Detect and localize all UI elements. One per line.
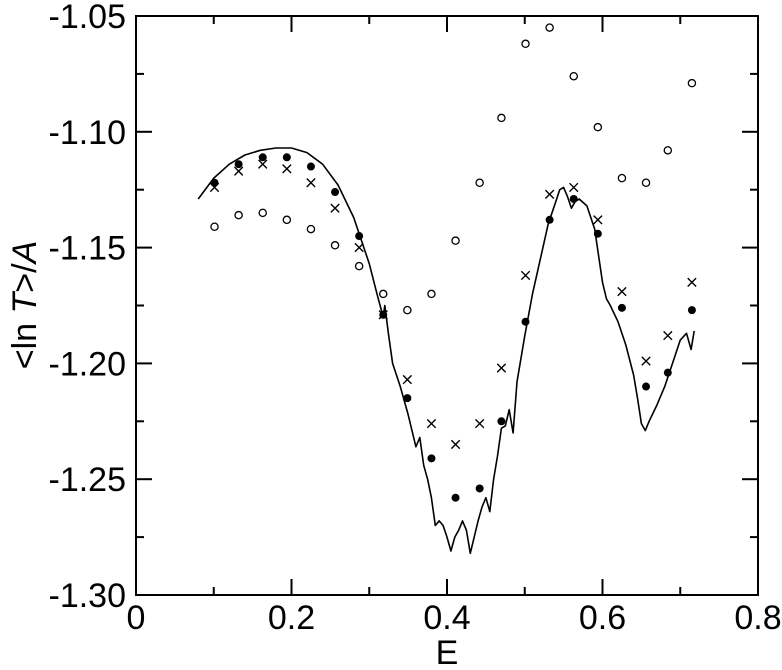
series-open-circle — [210, 23, 697, 315]
x-tick-label: 0 — [127, 599, 146, 637]
data-point-cross — [496, 363, 507, 373]
data-point-open-circle — [497, 113, 506, 123]
data-point-open-circle — [451, 236, 460, 245]
data-point-open-circle — [210, 222, 219, 232]
data-point-filled-circle — [475, 484, 484, 493]
data-point-cross — [569, 182, 579, 193]
y-axis-label: <ln T>/A — [6, 241, 44, 370]
data-point-open-circle — [521, 39, 530, 49]
data-point-open-circle — [234, 210, 243, 220]
data-point-open-circle — [258, 208, 267, 218]
data-point-cross — [378, 310, 388, 320]
data-point-filled-circle — [593, 229, 602, 238]
data-point-filled-circle — [617, 303, 626, 312]
data-point-open-circle — [475, 178, 484, 188]
data-point-filled-circle — [687, 306, 696, 315]
data-point-filled-circle — [521, 317, 530, 326]
data-point-filled-circle — [427, 454, 436, 463]
data-point-cross — [593, 215, 603, 225]
data-point-cross — [209, 182, 220, 193]
data-point-cross — [330, 203, 340, 213]
y-tick-label: -1.25 — [49, 461, 127, 499]
data-point-open-circle — [641, 178, 651, 188]
series-line — [197, 147, 695, 555]
data-point-open-circle — [306, 224, 316, 234]
data-point-cross — [474, 418, 485, 429]
series-line — [197, 147, 695, 555]
y-tick-label: -1.15 — [49, 230, 127, 268]
y-tick-label: -1.05 — [49, 0, 127, 36]
series-cross — [209, 159, 697, 450]
data-point-cross — [354, 242, 364, 253]
data-point-cross — [282, 164, 292, 174]
axis-tick-labels: 0 0.2 0.4 0.6 0.8 -1.30 -1.25 -1.20 -1.15 -1.10 -1… — [49, 0, 782, 637]
data-point-cross — [663, 330, 673, 341]
data-point-filled-circle — [451, 493, 460, 502]
data-point-open-circle — [427, 289, 436, 299]
y-tick-label: -1.30 — [49, 577, 127, 615]
data-point-filled-circle — [403, 394, 412, 403]
data-point-filled-circle — [569, 194, 578, 203]
data-point-filled-circle — [234, 160, 243, 169]
data-point-open-circle — [403, 305, 412, 315]
data-point-open-circle — [687, 78, 697, 88]
data-point-open-circle — [569, 71, 578, 81]
x-tick-label: 0.6 — [579, 599, 626, 637]
data-point-cross — [617, 286, 627, 297]
y-tick-label: -1.10 — [49, 114, 127, 152]
x-axis-label: E — [436, 634, 459, 670]
data-point-cross — [233, 166, 244, 176]
data-point-cross — [402, 374, 413, 385]
data-point-cross — [687, 277, 697, 288]
data-point-open-circle — [663, 146, 673, 155]
plot-frame — [135, 15, 759, 596]
data-point-cross — [450, 439, 461, 450]
data-point-filled-circle — [282, 153, 291, 162]
data-point-cross — [641, 356, 651, 366]
data-point-cross — [426, 418, 437, 429]
data-point-open-circle — [378, 289, 388, 299]
data-point-open-circle — [330, 241, 340, 250]
data-point-filled-circle — [258, 153, 267, 162]
x-tick-label: 0.8 — [734, 599, 781, 637]
data-point-filled-circle — [331, 188, 340, 197]
series-layer — [197, 23, 697, 555]
data-point-filled-circle — [306, 162, 315, 171]
data-point-filled-circle — [545, 215, 554, 224]
axis-ticks — [135, 15, 759, 596]
x-tick-label: 0.2 — [268, 599, 315, 637]
data-point-open-circle — [617, 173, 627, 183]
data-point-filled-circle — [355, 232, 364, 241]
x-tick-label: 0.4 — [423, 599, 470, 637]
data-point-open-circle — [354, 261, 364, 271]
data-point-filled-circle — [663, 368, 672, 377]
data-point-filled-circle — [497, 417, 506, 426]
data-point-open-circle — [545, 23, 554, 32]
data-point-filled-circle — [642, 382, 651, 391]
data-point-open-circle — [282, 215, 292, 225]
series-filled-circle — [210, 153, 696, 502]
data-point-cross — [258, 159, 268, 169]
data-point-open-circle — [593, 122, 603, 132]
data-point-cross — [520, 270, 531, 281]
data-point-cross — [306, 178, 316, 188]
y-tick-label: -1.20 — [49, 345, 127, 383]
data-point-cross — [544, 189, 555, 200]
